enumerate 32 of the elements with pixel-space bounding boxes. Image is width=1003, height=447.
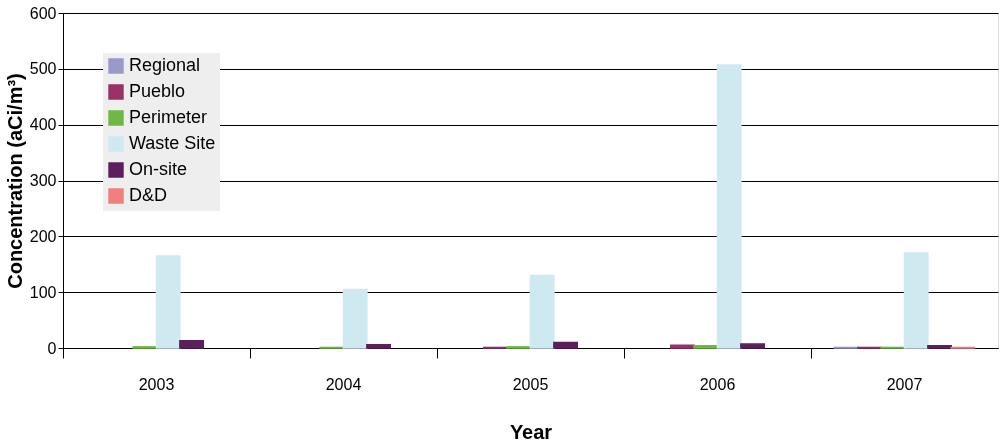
bar <box>693 345 719 349</box>
y-tick-label: 100 <box>29 283 57 301</box>
y-tick-label: 0 <box>47 339 57 357</box>
legend-label: Perimeter <box>129 107 208 127</box>
bar <box>740 343 765 349</box>
bar <box>927 345 952 349</box>
bar <box>179 339 204 349</box>
bar <box>529 274 555 349</box>
bar <box>155 255 181 349</box>
y-tick-label: 300 <box>29 172 57 189</box>
bar <box>716 64 742 349</box>
bar <box>366 343 391 349</box>
y-axis-title: Concentration (aCi/m³) <box>3 73 26 289</box>
bar <box>903 252 929 349</box>
legend-label: Pueblo <box>129 81 186 101</box>
y-tick-label: 500 <box>29 60 57 78</box>
bar <box>670 344 695 349</box>
y-tick-label: 400 <box>29 116 57 134</box>
bar <box>342 288 368 349</box>
x-tick-label: 2006 <box>699 375 736 393</box>
y-tick-label: 200 <box>29 227 57 245</box>
x-axis-title: Year <box>509 420 553 443</box>
legend-label: Regional <box>129 55 201 75</box>
y-tick-label: 600 <box>29 4 57 22</box>
x-tick-label: 2003 <box>138 375 175 393</box>
x-tick-label: 2005 <box>512 375 549 393</box>
x-tick-label: 2004 <box>325 375 362 393</box>
legend-label: On-site <box>129 159 188 179</box>
x-tick-label: 2007 <box>886 375 923 393</box>
legend-label: D&D <box>129 185 168 205</box>
legend-label: Waste Site <box>129 133 216 153</box>
bar <box>553 341 578 349</box>
